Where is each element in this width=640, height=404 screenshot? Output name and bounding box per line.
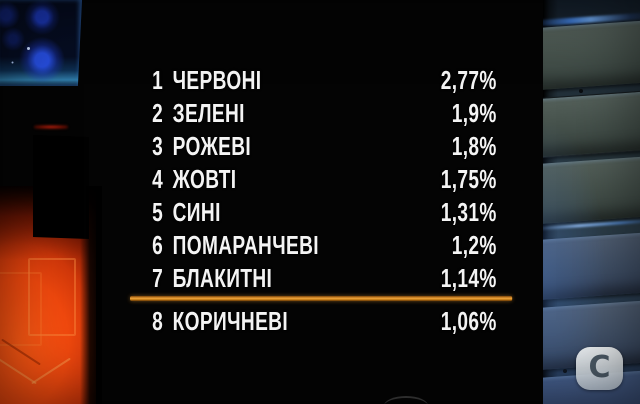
wall-panel: [543, 89, 640, 159]
chevron-light-line: [0, 357, 37, 385]
studio-led-screen: [0, 0, 82, 86]
ranking-row: 6 ПОМАРАНЧЕВІ 1,2%: [130, 229, 512, 262]
ranking-row: 8 КОРИЧНЕВІ 1,06%: [130, 305, 512, 338]
divider-line: [130, 296, 513, 301]
percent-value: 1,75%: [440, 164, 497, 194]
rank-number: 5: [152, 197, 164, 227]
blue-light-streak: [543, 218, 640, 231]
ranking-list: 1 ЧЕРВОНІ 2,77% 2 ЗЕЛЕНІ 1,9% 3 РОЖЕВІ 1,8% 4 ЖОВТ…: [130, 64, 513, 338]
panel-speck: [563, 369, 567, 373]
wall-panel: [543, 19, 640, 91]
color-name: ЖОВТІ: [172, 164, 237, 194]
wall-panel: [543, 231, 640, 301]
color-name: СИНІ: [172, 197, 221, 227]
color-name: ЧЕРВОНІ: [172, 65, 262, 95]
wall-panel: [543, 155, 640, 225]
ranking-row: 1 ЧЕРВОНІ 2,77%: [130, 64, 512, 97]
color-name: БЛАКИТНІ: [172, 263, 273, 293]
rank-number: 3: [152, 131, 164, 161]
channel-logo-letter: C: [588, 349, 611, 385]
stage-shadow-edge: [80, 186, 102, 404]
percent-value: 1,9%: [451, 98, 497, 128]
ranking-row: 3 РОЖЕВІ 1,8%: [130, 130, 512, 163]
ranking-row: 2 ЗЕЛЕНІ 1,9%: [130, 97, 512, 130]
color-name: РОЖЕВІ: [172, 131, 252, 161]
color-name: ЗЕЛЕНІ: [172, 98, 245, 128]
color-name: КОРИЧНЕВІ: [172, 306, 289, 336]
percent-value: 2,77%: [440, 65, 497, 95]
orange-panel-outline: [0, 272, 42, 346]
orange-panel-outline: [28, 258, 76, 336]
rank-number: 4: [152, 164, 164, 194]
channel-logo: C: [576, 347, 623, 390]
ranking-row: 4 ЖОВТІ 1,75%: [130, 163, 512, 196]
color-name: ПОМАРАНЧЕВІ: [172, 230, 319, 260]
rank-number: 6: [152, 230, 164, 260]
rank-number: 2: [152, 98, 164, 128]
ranking-row: 5 СИНІ 1,31%: [130, 196, 512, 229]
percent-value: 1,8%: [451, 131, 497, 161]
percent-value: 1,14%: [440, 263, 497, 293]
blue-light-streak: [543, 11, 640, 27]
ranking-row: 7 БЛАКИТНІ 1,14%: [130, 262, 512, 295]
rank-number: 7: [152, 263, 164, 293]
panel-speck: [579, 89, 583, 93]
percent-value: 1,06%: [440, 306, 497, 336]
rank-number: 8: [152, 306, 164, 336]
faint-arc-highlight: [384, 396, 428, 404]
red-light-streak: [34, 125, 68, 129]
rank-number: 1: [152, 65, 164, 95]
percent-value: 1,2%: [451, 230, 497, 260]
percent-value: 1,31%: [440, 197, 497, 227]
studio-panel-wall: [543, 0, 640, 404]
